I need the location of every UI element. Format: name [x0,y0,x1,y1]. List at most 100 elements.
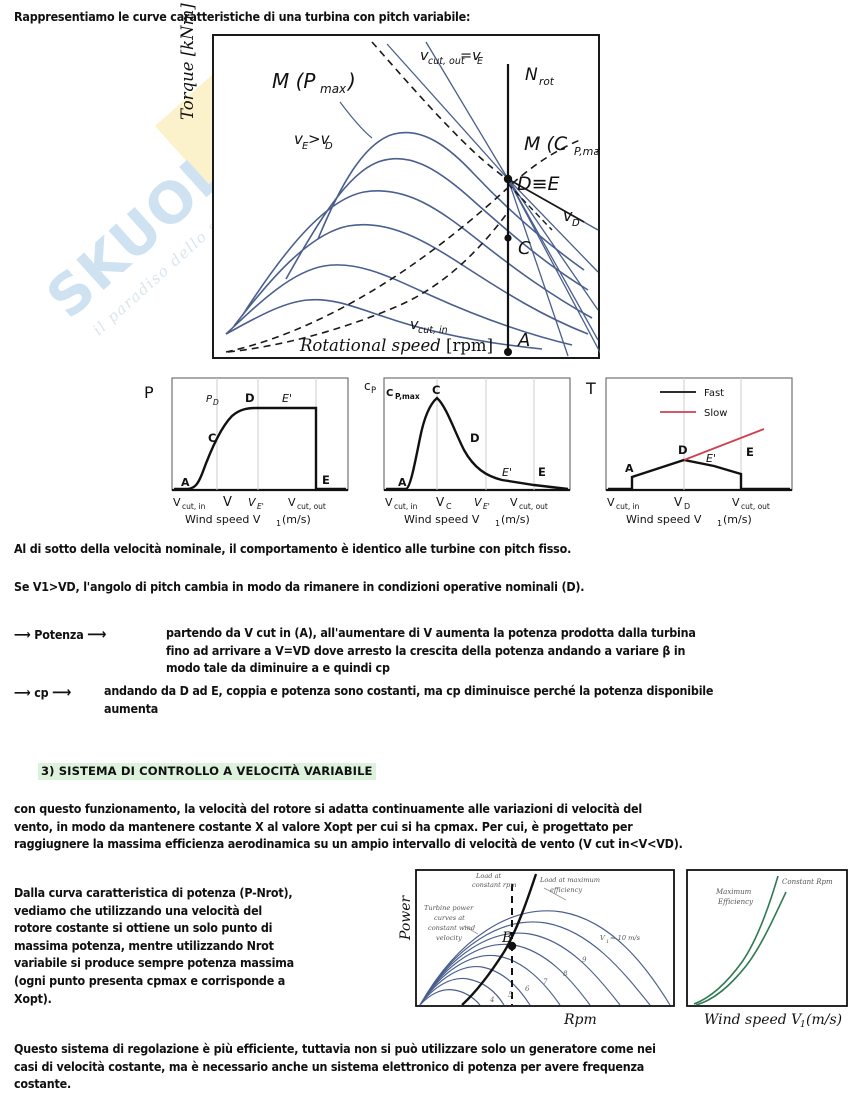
paragraph-power-curve-l7: Xopt). [14,990,52,1006]
svg-text:v: v [563,206,573,225]
main-chart-ylabel: Torque [kNm] [178,3,197,120]
svg-text:5: 5 [508,991,513,999]
svg-text:): ) [346,69,356,93]
svg-text:D: D [325,141,333,152]
right-figure-xlabel: Wind speed V [704,1012,803,1028]
arrow-row-potenza: ⟶ Potenza ⟶ partendo da V cut in (A), al… [14,624,844,680]
bottom-figure-pair: Load at constant rpm Load at maximum eff… [404,866,850,1036]
arrow-text-cp-l2: aumenta [104,700,159,716]
svg-text:(m/s): (m/s) [806,1012,842,1028]
svg-text:P,max: P,max [574,145,600,158]
svg-text:rot: rot [539,76,555,88]
power-rpm-figure: Load at constant rpm Load at maximum eff… [415,869,675,1028]
svg-text:E': E' [706,452,716,465]
svg-text:4: 4 [489,996,494,1004]
svg-text:M (C: M (C [524,133,568,155]
svg-text:>v: >v [308,130,331,148]
intro-line: Rappresentiamo le curve caratteristiche … [14,9,471,24]
svg-text:c: c [364,379,371,393]
svg-text:A: A [625,462,634,475]
svg-text:V: V [474,496,483,509]
paragraph-power-curve-l2: vediamo che utilizzando una velocità del [14,902,263,918]
svg-text:C: C [208,431,216,445]
svg-text:cut, out: cut, out [741,502,770,511]
svg-text:P,max: P,max [395,392,420,401]
svg-text:cut, in: cut, in [394,502,418,511]
svg-text:V: V [436,495,445,509]
svg-text:constant rpm: constant rpm [472,881,517,889]
svg-text:1: 1 [495,519,500,527]
svg-text:E': E' [483,502,490,511]
svg-text:P: P [206,394,213,405]
paragraph-power-curve: Dalla curva caratteristica di potenza (P… [14,884,404,1007]
svg-text:1: 1 [276,519,281,527]
svg-text:8: 8 [563,970,568,978]
main-chart-xlabel: Rotational speed [rpm] [300,336,494,355]
svg-text:V: V [600,934,606,942]
svg-text:cut, in: cut, in [616,502,640,511]
svg-text:E: E [322,473,330,487]
svg-text:Maximum: Maximum [715,888,752,896]
paragraph-variable-speed-l3: raggiugnere la massima efficienza aerodi… [14,836,683,852]
svg-text:1: 1 [717,519,722,527]
svg-text:): ) [595,133,600,155]
svg-text:N: N [525,65,538,85]
svg-text:cut, out: cut, out [428,56,466,67]
svg-text:V: V [732,496,740,509]
svg-text:v: v [410,317,419,333]
paragraph-power-curve-l6: (ogni punto presenta cpmax e corrisponde… [14,973,286,989]
paragraph-below-rated: Al di sotto della velocità nominale, il … [14,541,572,556]
svg-text:cut, in: cut, in [182,502,206,511]
svg-text:C: C [518,238,531,259]
power-windspeed-figure: Maximum Efficiency Constant Rpm Wind spe… [686,869,848,1030]
svg-text:E': E' [257,502,264,511]
svg-text:1: 1 [800,1020,806,1030]
svg-text:D: D [213,398,219,407]
svg-text:P: P [144,383,154,402]
arrow-label-potenza: ⟶ Potenza ⟶ [14,625,107,643]
svg-text:constant wind: constant wind [428,924,475,932]
svg-text:V: V [173,496,181,509]
svg-text:V: V [385,496,393,509]
svg-text:E: E [746,445,754,459]
arrow-label-cp: ⟶ cp ⟶ [14,683,72,701]
paragraph-power-curve-l1: Dalla curva caratteristica di potenza (P… [14,885,293,900]
svg-text:1: 1 [606,939,609,945]
svg-text:D≡E: D≡E [517,173,560,195]
svg-text:D: D [678,443,688,457]
svg-text:D: D [572,218,580,229]
arrow-text-potenza-l2: fino ad arrivare a V=VD dove arresto la … [166,642,686,658]
paragraph-power-curve-l3: rotore costante si ottiene un solo punto… [14,920,273,936]
svg-text:Load at maximum: Load at maximum [539,876,600,884]
left-figure-xlabel: Rpm [563,1012,597,1028]
svg-text:Wind speed V: Wind speed V [404,513,480,526]
paragraph-variable-speed-l1: con questo funzionamento, la velocità de… [14,801,642,816]
svg-text:V: V [607,496,615,509]
svg-text:=v: =v [460,48,481,64]
svg-text:A: A [181,476,190,489]
paragraph-variable-speed-l2: vento, in modo da mantenere costante X a… [14,818,633,834]
svg-text:Constant Rpm: Constant Rpm [782,878,833,886]
svg-text:(m/s): (m/s) [282,513,311,526]
svg-text:Turbine power: Turbine power [424,904,474,912]
svg-text:E': E' [282,392,292,405]
svg-text:Efficiency: Efficiency [717,898,754,906]
paragraph-conclusion-l2: casi di velocità costante, ma è necessar… [14,1058,645,1074]
legend-fast-label: Fast [704,388,724,399]
svg-text:C: C [432,383,440,397]
svg-text:V: V [674,495,683,509]
svg-text:(m/s): (m/s) [501,513,530,526]
svg-text:C: C [446,502,452,511]
paragraph-power-curve-l4: massima potenza, mentre utilizzando Nrot [14,937,274,953]
svg-text:D: D [470,431,480,445]
section-heading-text: 3) SISTEMA DI CONTROLLO A VELOCITÀ VARIA… [38,763,376,780]
svg-text:A: A [517,330,530,351]
svg-text:C: C [386,388,393,399]
svg-text:B: B [501,930,512,946]
paragraph-conclusion-l3: costante. [14,1076,72,1092]
paragraph-power-curve-l5: variabile si produce sempre potenza mass… [14,955,294,971]
svg-text:6: 6 [525,985,530,993]
